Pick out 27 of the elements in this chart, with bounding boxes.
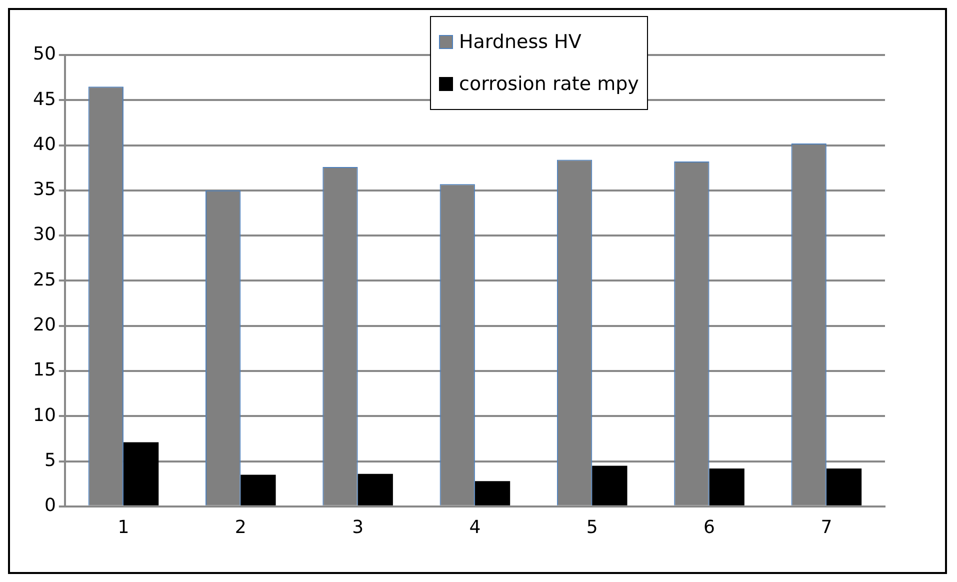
bar	[826, 468, 862, 506]
legend-label: Hardness HV	[459, 31, 582, 53]
y-tick-label: 10	[33, 404, 56, 426]
x-tick-label: 2	[234, 516, 246, 538]
y-tick-label: 45	[33, 88, 56, 110]
legend-label: corrosion rate mpy	[459, 73, 639, 95]
x-tick-label: 7	[820, 516, 832, 538]
bar	[474, 481, 510, 506]
y-tick-label: 35	[33, 179, 56, 200]
x-tick-label: 4	[469, 516, 481, 538]
bar	[709, 468, 744, 506]
x-tick-label: 5	[586, 516, 598, 538]
x-tick-label: 6	[704, 516, 715, 538]
x-tick-label: 1	[118, 516, 130, 538]
bar	[123, 442, 159, 506]
y-tick-label: 5	[44, 450, 56, 471]
y-tick-label: 25	[33, 269, 56, 290]
y-tick-label: 15	[33, 360, 56, 381]
y-tick-label: 40	[33, 134, 56, 155]
bar	[358, 474, 393, 506]
y-tick-label: 50	[33, 44, 56, 65]
x-tick-label: 3	[352, 516, 364, 538]
bar	[592, 466, 628, 506]
y-tick-label: 20	[33, 314, 56, 336]
bar	[240, 474, 276, 506]
y-tick-label: 0	[44, 495, 56, 516]
y-tick-label: 30	[33, 224, 56, 246]
